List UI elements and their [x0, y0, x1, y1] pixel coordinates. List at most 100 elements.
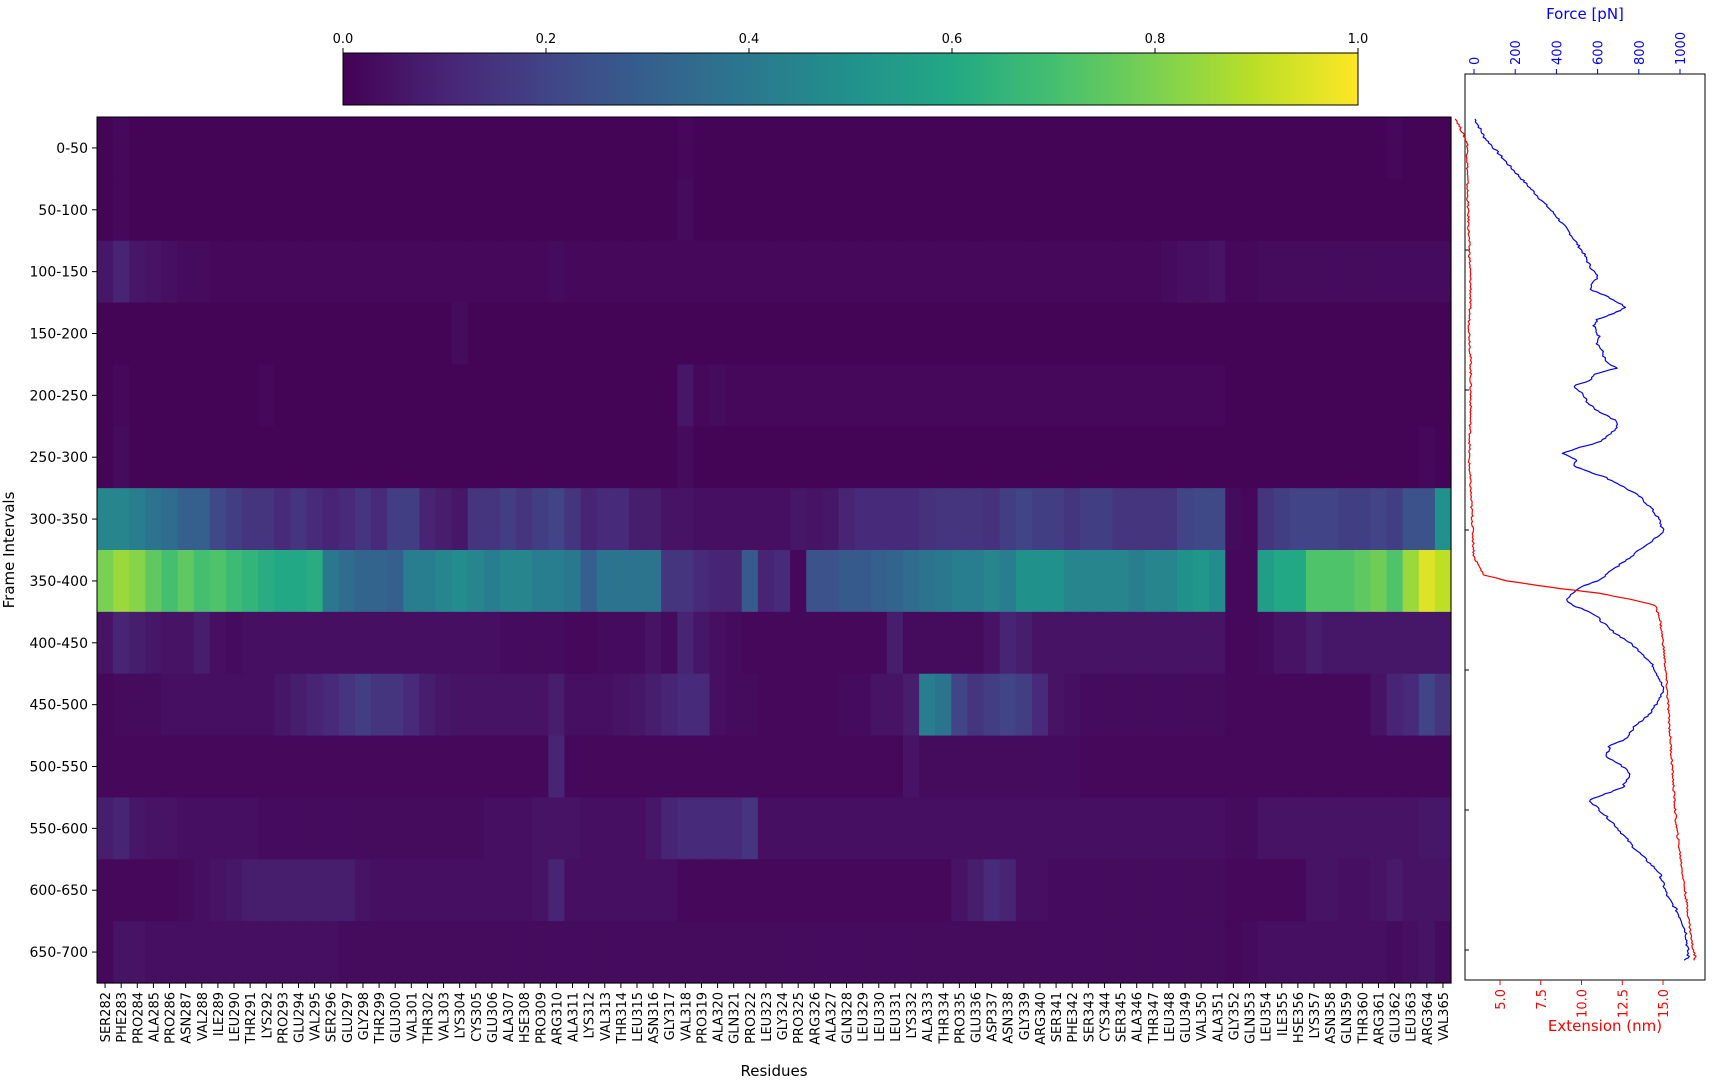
heatmap-cell	[129, 488, 146, 551]
heatmap-cell	[145, 240, 163, 304]
heatmap-cell	[1273, 735, 1291, 799]
heatmap-cell	[1080, 550, 1097, 613]
heatmap-cell	[1370, 302, 1388, 366]
heatmap-cell	[322, 797, 340, 860]
heatmap-cell	[790, 673, 807, 737]
heatmap-cell	[1048, 178, 1065, 242]
heatmap-cell	[193, 673, 211, 737]
heatmap-cell	[1305, 426, 1323, 489]
heatmap-cell	[951, 488, 969, 551]
heatmap-x-tick-label: ASP337	[986, 992, 1001, 1042]
heatmap-cell	[886, 488, 904, 551]
heatmap-cell	[1402, 859, 1420, 922]
heatmap-cell	[1370, 735, 1388, 799]
heatmap-cell	[306, 921, 324, 984]
heatmap-cell	[1402, 550, 1420, 613]
heatmap-cell	[371, 240, 388, 304]
heatmap-cell	[757, 117, 775, 180]
heatmap-cell	[403, 735, 420, 799]
heatmap-cell	[564, 673, 582, 737]
heatmap-cell	[886, 859, 904, 922]
heatmap-x-tick-label: GLY298	[357, 992, 372, 1040]
heatmap-cell	[1322, 178, 1339, 242]
heatmap-cell	[661, 117, 678, 180]
heatmap-cell	[1273, 240, 1291, 304]
heatmap-cell	[870, 302, 888, 366]
heatmap-cell	[1048, 921, 1065, 984]
heatmap-cell	[854, 611, 872, 675]
heatmap-cell	[1273, 302, 1291, 366]
heatmap-cell	[1370, 859, 1388, 922]
heatmap-cell	[274, 735, 292, 799]
heatmap-cell	[870, 178, 888, 242]
heatmap-cell	[499, 117, 517, 180]
heatmap-cell	[1257, 240, 1275, 304]
heatmap-cell	[870, 673, 888, 737]
heatmap-x-tick-label: CYS305	[470, 992, 485, 1042]
heatmap-cell	[1048, 735, 1065, 799]
heatmap-cell	[435, 117, 453, 180]
heatmap-cell	[1338, 240, 1355, 304]
heatmap-cell	[225, 735, 243, 799]
heatmap-cell	[290, 673, 308, 737]
heatmap-cell	[854, 364, 872, 427]
heatmap-y-tick-label: 200-250	[30, 388, 89, 404]
heatmap-cell	[1064, 611, 1081, 675]
heatmap-cell	[274, 240, 292, 304]
heatmap-cell	[177, 921, 195, 984]
heatmap-cell	[1418, 117, 1436, 180]
heatmap-cell	[999, 178, 1017, 242]
heatmap-frame	[96, 116, 1452, 984]
heatmap-cell	[774, 673, 791, 737]
heatmap-x-tick-label: ARG364	[1421, 992, 1436, 1045]
heatmap-x-tick-label: PRO319	[695, 992, 710, 1044]
heatmap-cell	[1322, 859, 1339, 922]
heatmap-cell	[274, 921, 292, 984]
heatmap-cell	[548, 921, 566, 984]
heatmap-cell	[435, 302, 453, 366]
heatmap-cell	[467, 797, 485, 860]
heatmap-cell	[1193, 302, 1210, 366]
heatmap-cell	[1370, 178, 1388, 242]
heatmap-cell	[177, 488, 195, 551]
heatmap-cell	[1241, 611, 1259, 675]
heatmap-cell	[1176, 859, 1194, 922]
heatmap-cell	[451, 488, 469, 551]
heatmap-cell	[1209, 488, 1226, 551]
heatmap-cell	[612, 921, 630, 984]
heatmap-x-tick-label: PRO322	[744, 992, 759, 1044]
heatmap-cell	[1015, 240, 1033, 304]
heatmap-cell	[1193, 364, 1210, 427]
heatmap-cell	[580, 240, 598, 304]
heatmap-cell	[564, 859, 582, 922]
heatmap-cell	[854, 488, 872, 551]
heatmap-cell	[935, 673, 952, 737]
heatmap-cell	[1144, 611, 1162, 675]
heatmap-cell	[290, 735, 308, 799]
heatmap-cell	[1418, 921, 1436, 984]
heatmap-cell	[306, 735, 324, 799]
heatmap-cell	[1322, 426, 1339, 489]
heatmap-cell	[387, 178, 404, 242]
heatmap-cell	[532, 302, 549, 366]
heatmap-cell	[354, 426, 372, 489]
heatmap-cell	[483, 550, 501, 613]
heatmap-cell	[709, 117, 727, 180]
heatmap-cell	[1241, 240, 1259, 304]
heatmap-cell	[1418, 488, 1436, 551]
heatmap-cell	[1160, 735, 1178, 799]
heatmap-cell	[113, 302, 130, 366]
heatmap-cell	[258, 673, 275, 737]
heatmap-cell	[403, 178, 420, 242]
heatmap-cell	[1209, 364, 1226, 427]
heatmap-cell	[1354, 921, 1372, 984]
heatmap-cell	[258, 302, 275, 366]
heatmap-cell	[1128, 735, 1146, 799]
heatmap-cell	[354, 673, 372, 737]
heatmap-cell	[645, 797, 662, 860]
heatmap-cell	[242, 426, 259, 489]
heatmap-cell	[387, 117, 404, 180]
heatmap-cell	[935, 488, 952, 551]
heatmap-cell	[1434, 302, 1452, 366]
heatmap-cell	[97, 859, 114, 922]
